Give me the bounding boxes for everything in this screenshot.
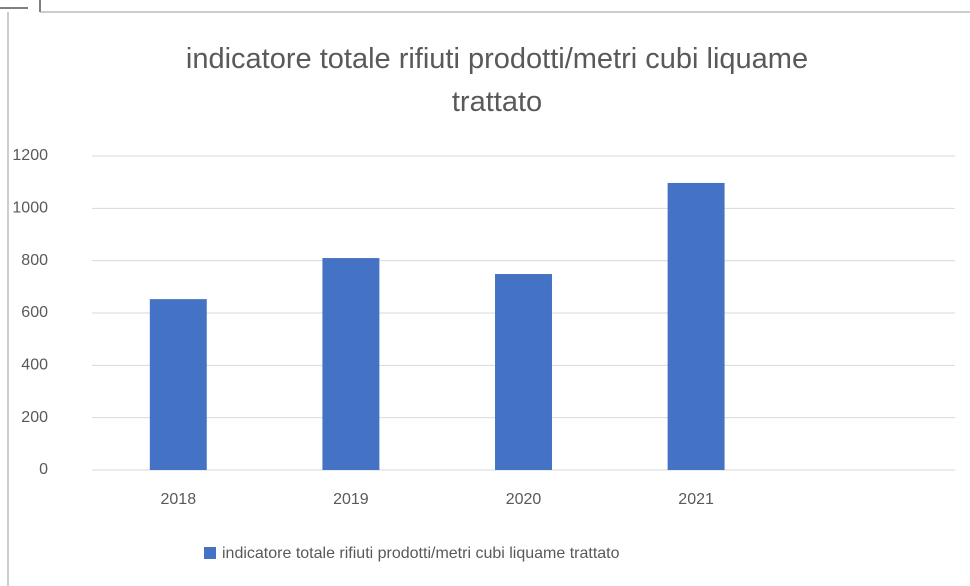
bar (149, 299, 207, 470)
chart-title: indicatore totale rifiuti prodotti/metri… (185, 43, 809, 118)
x-tick-label: 2021 (678, 491, 714, 508)
legend-label: indicatore totale rifiuti prodotti/metri… (222, 545, 620, 562)
y-tick-label: 800 (21, 252, 48, 269)
x-tick-label: 2019 (333, 491, 369, 508)
y-tick-label: 600 (21, 304, 48, 321)
bar (322, 258, 380, 470)
legend-swatch (204, 547, 216, 559)
y-tick-label: 200 (21, 409, 48, 426)
y-tick-label: 1000 (12, 200, 48, 217)
bar (495, 274, 552, 470)
x-tick-label: 2018 (161, 491, 197, 508)
x-tick-label: 2020 (506, 491, 542, 508)
bar (667, 182, 725, 470)
y-tick-label: 0 (39, 461, 48, 478)
y-tick-label: 1200 (12, 147, 48, 164)
y-tick-label: 400 (21, 357, 48, 374)
